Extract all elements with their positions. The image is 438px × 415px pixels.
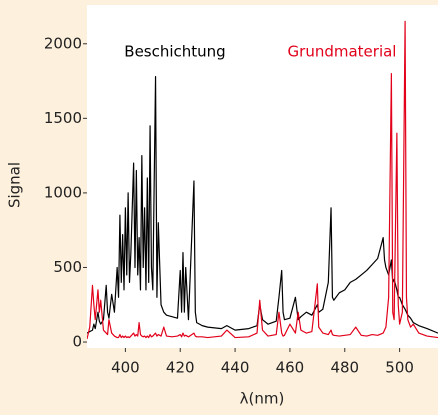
- y-tick-label: 2000: [44, 34, 82, 52]
- x-tick-label: 440: [221, 359, 250, 377]
- x-axis-label: λ(nm): [240, 390, 285, 408]
- y-tick-label: 1500: [44, 109, 82, 127]
- legend-label: Grundmaterial: [288, 43, 397, 61]
- lines: [87, 20, 438, 340]
- series-line: [87, 75, 438, 334]
- x-tick-label: 400: [111, 359, 140, 377]
- x-tick-label: 420: [166, 359, 195, 377]
- legend-label: Beschichtung: [124, 43, 225, 61]
- x-tick-label: 460: [276, 359, 305, 377]
- y-tick-label: 0: [72, 333, 82, 351]
- x-tick-label: 480: [330, 359, 359, 377]
- plot-area: [87, 5, 438, 348]
- y-tick-label: 1000: [44, 183, 82, 201]
- y-tick-label: 500: [53, 258, 82, 276]
- series-line: [87, 20, 438, 340]
- x-tick-label: 500: [385, 359, 414, 377]
- y-axis-label: Signal: [6, 162, 24, 208]
